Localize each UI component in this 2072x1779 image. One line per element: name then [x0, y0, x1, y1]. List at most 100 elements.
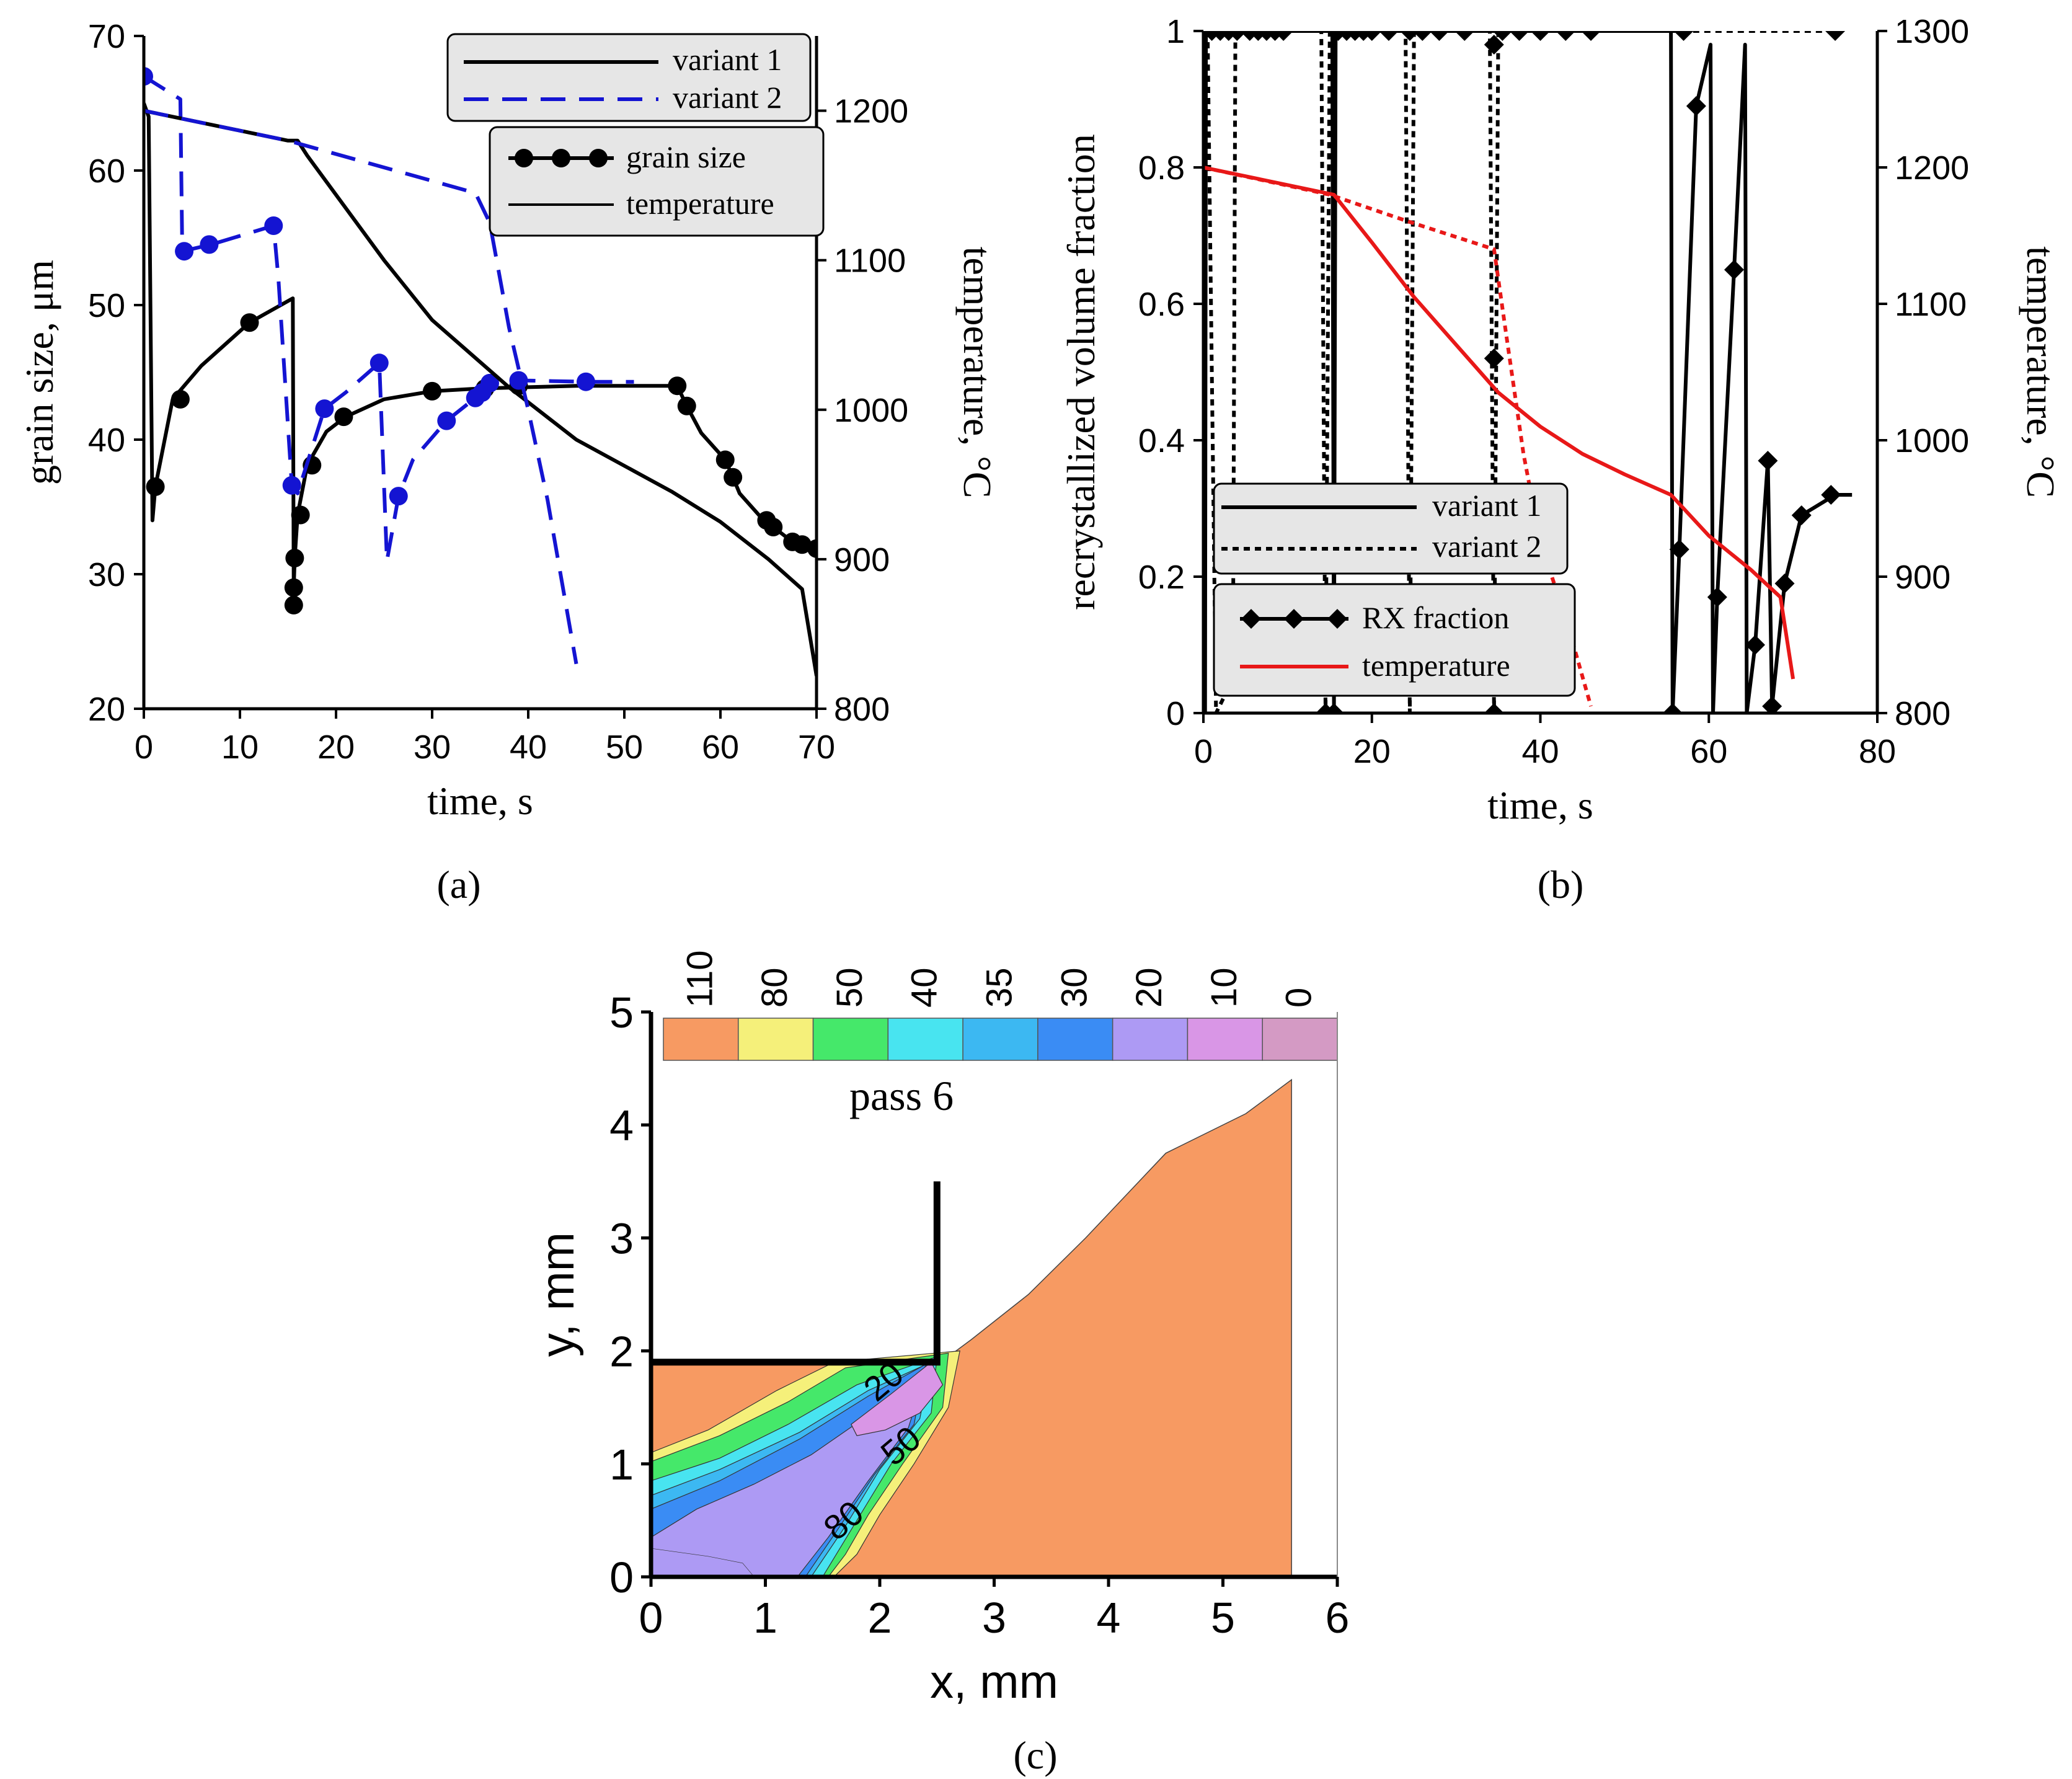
data-point — [1762, 696, 1782, 713]
y-tick-label: 0.4 — [1138, 422, 1185, 459]
data-point — [807, 539, 817, 558]
series-group — [144, 67, 817, 677]
x-tick-label: 4 — [1097, 1594, 1121, 1642]
panel-b-caption: (b) — [1538, 863, 1584, 907]
legend-variant-1-label: variant 1 — [1432, 488, 1541, 523]
y-tick-label: 60 — [88, 153, 125, 190]
x-axis-title: time, s — [1487, 783, 1593, 827]
data-point — [764, 518, 783, 537]
panel-c-axes: 0 1 2 3 4 5 6 0 1 2 3 4 5 x, mm y, mm — [531, 988, 1349, 1708]
data-point — [284, 595, 303, 614]
colorbar-label: 50 — [830, 967, 870, 1008]
data-point — [1758, 451, 1778, 471]
y-axis-title: y, mm — [531, 1232, 584, 1357]
legend-variant-2-label: variant 2 — [673, 80, 782, 115]
y-tick-label: 4 — [609, 1101, 634, 1150]
data-point — [668, 376, 687, 396]
data-point — [1316, 703, 1336, 713]
data-point — [1669, 539, 1689, 559]
y-tick-label: 0.2 — [1138, 559, 1185, 596]
series-line-grain-size-variant-1 — [144, 102, 817, 607]
data-point — [1581, 31, 1601, 41]
data-point — [1686, 96, 1706, 116]
contour-region-10 — [851, 1361, 944, 1436]
colorbar-swatch — [1037, 1018, 1113, 1061]
tool-outline — [651, 1181, 941, 1366]
data-point — [1662, 703, 1683, 713]
data-point — [509, 371, 528, 390]
y2-tick-label: 800 — [834, 691, 890, 728]
legend-grain-label: grain size — [626, 140, 746, 174]
data-point — [285, 548, 304, 567]
colorbar-swatch — [1262, 1018, 1338, 1061]
y2-tick-label: 1100 — [834, 242, 906, 280]
data-point — [1774, 574, 1795, 593]
panel-a-legend-series: grain size temperature — [489, 126, 825, 237]
legend-box — [446, 33, 812, 122]
data-point — [1673, 31, 1694, 41]
x-tick-label: 60 — [1690, 733, 1727, 770]
legend-rx-label: RX fraction — [1362, 600, 1509, 635]
data-point — [1724, 260, 1745, 280]
colorbar-swatch — [887, 1018, 963, 1061]
y2-tick-label: 900 — [1895, 559, 1950, 596]
y2-tick-label: 1300 — [1895, 13, 1969, 50]
legend-rx-marker — [1327, 609, 1347, 629]
data-point — [1361, 31, 1382, 41]
legend-rx-marker — [1241, 609, 1261, 629]
colorbar-swatch — [1187, 1018, 1263, 1061]
data-point — [291, 505, 310, 525]
series-line-temperature-variant-1 — [1203, 166, 1795, 680]
panel-c-caption: (c) — [1013, 1733, 1057, 1777]
data-point — [144, 67, 153, 86]
contour-region-20 — [651, 1365, 929, 1577]
data-point — [1484, 35, 1504, 55]
panel-a: 0 10 20 30 40 50 60 702030405060708009001000110… — [17, 18, 999, 907]
data-point — [240, 313, 259, 332]
x-tick-label: 0 — [135, 729, 153, 766]
y2-tick-label: 1200 — [834, 93, 908, 130]
panel-a-legend-variants: variant 1 variant 2 — [446, 33, 812, 122]
data-point — [677, 396, 696, 415]
panel-c-annotation: pass 6 — [849, 1072, 954, 1119]
data-point — [1227, 31, 1247, 41]
y2-tick-label: 1000 — [1895, 422, 1969, 459]
data-point — [1530, 31, 1551, 41]
x-tick-label: 70 — [798, 729, 835, 766]
panel-b-legend-variants: variant 1 variant 2 — [1213, 482, 1569, 575]
panel-b-legend-series: RX fraction temperature — [1213, 583, 1576, 697]
y-tick-label: 0 — [1166, 695, 1185, 732]
data-point — [1273, 31, 1294, 41]
y2-tick-label: 1100 — [1895, 286, 1967, 323]
data-point — [334, 407, 353, 427]
legend-grain-marker — [552, 149, 570, 167]
panel-b-axes: 0 20 40 60 8000.20.40.60.8180090010001100120… — [1059, 13, 2063, 827]
data-point — [724, 468, 743, 487]
colorbar-swatch — [1112, 1018, 1189, 1061]
y-tick-label: 50 — [88, 287, 125, 324]
colorbar-swatch — [812, 1018, 889, 1061]
series-line-RX-fraction-variant-2 — [1205, 31, 1836, 713]
data-point — [792, 535, 812, 554]
panel-a-caption: (a) — [436, 863, 480, 907]
x-tick-label: 3 — [982, 1594, 1006, 1642]
data-point — [423, 381, 441, 401]
x-tick-label: 20 — [317, 729, 355, 766]
x-tick-label: 10 — [221, 729, 259, 766]
data-point — [284, 578, 303, 597]
legend-grain-marker — [515, 149, 533, 167]
panel-a-axes: 0 10 20 30 40 50 60 702030405060708009001000110… — [17, 18, 999, 823]
colorbar-label: 80 — [755, 967, 795, 1008]
data-point — [1454, 31, 1475, 41]
data-point — [146, 477, 165, 496]
y-tick-label: 40 — [88, 422, 125, 459]
panel-c-colorbar: 110 80 50 40 35 30 20 10 0 — [663, 951, 1338, 1061]
series-line-temperature-variant-1 — [144, 109, 817, 677]
colorbar-label: 20 — [1129, 967, 1169, 1008]
data-point — [1745, 635, 1765, 655]
data-point — [1556, 31, 1576, 41]
series-line-temperature-variant-2 — [144, 109, 578, 665]
y-tick-label: 20 — [88, 691, 125, 728]
colorbar-label: 0 — [1279, 988, 1319, 1008]
data-point — [1509, 31, 1530, 41]
